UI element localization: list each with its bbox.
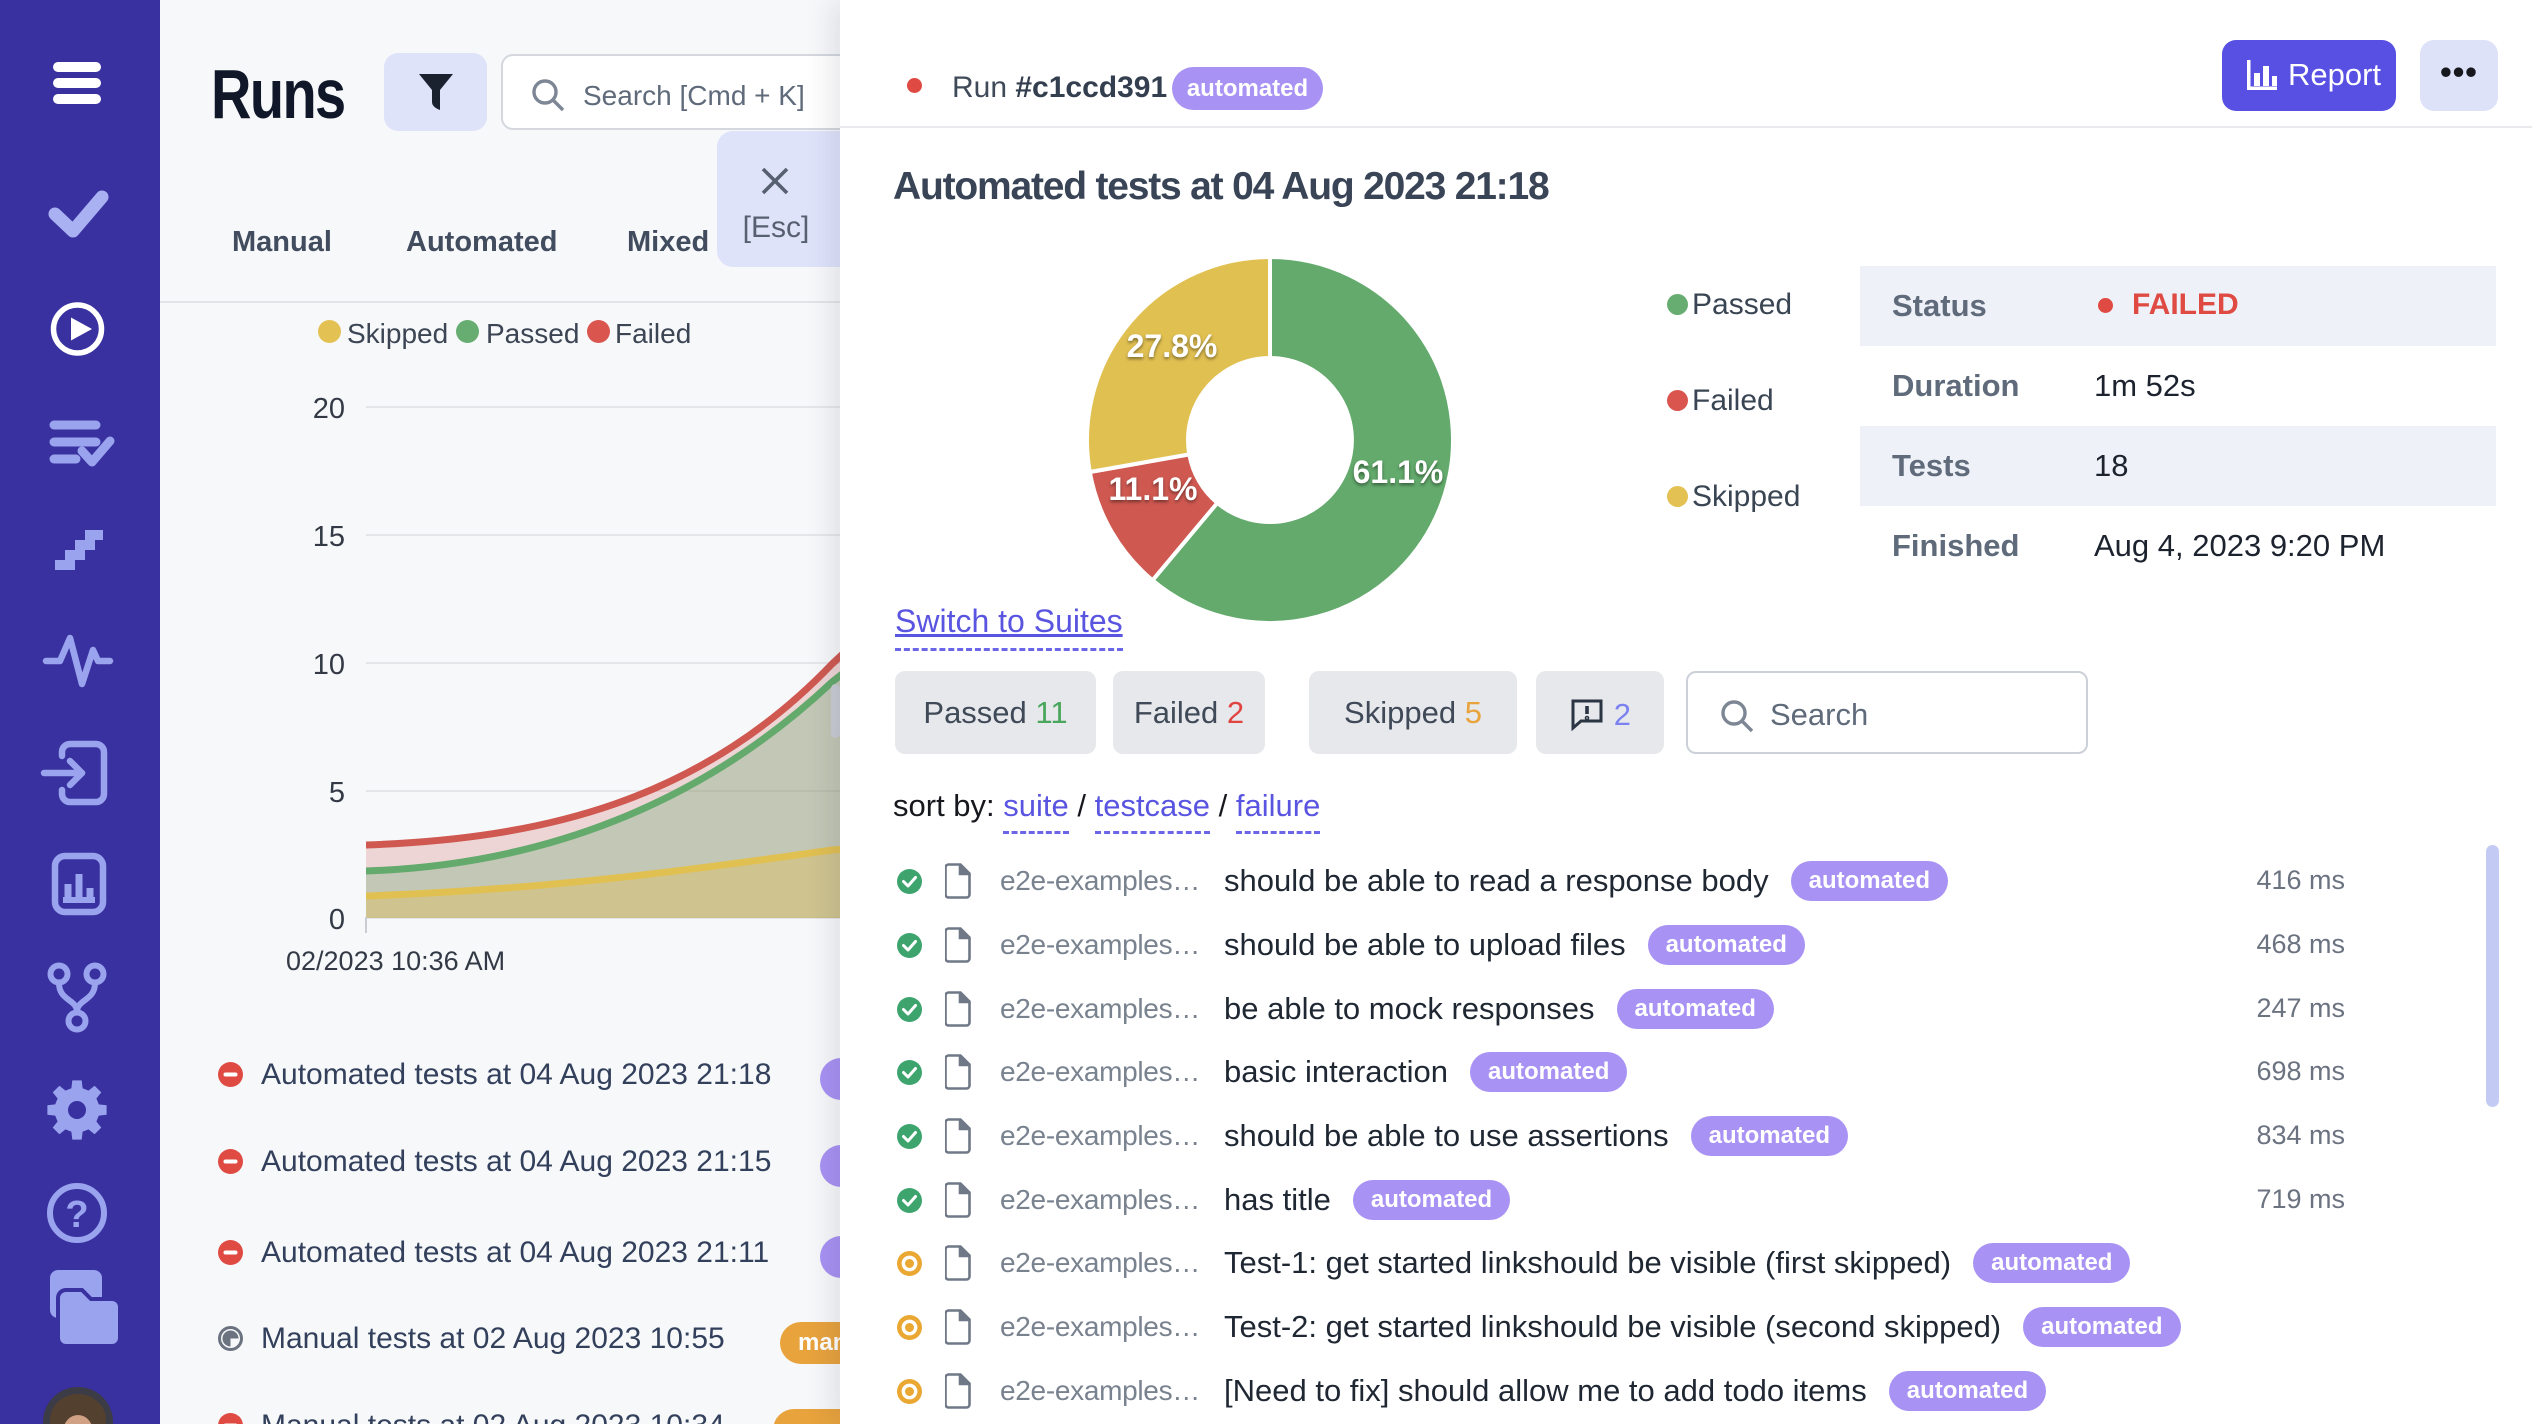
svg-text:27.8%: 27.8% bbox=[1127, 328, 1218, 364]
svg-text:11.1%: 11.1% bbox=[1109, 471, 1198, 507]
svg-text:61.1%: 61.1% bbox=[1353, 454, 1444, 490]
svg-text:?: ? bbox=[65, 1194, 88, 1236]
